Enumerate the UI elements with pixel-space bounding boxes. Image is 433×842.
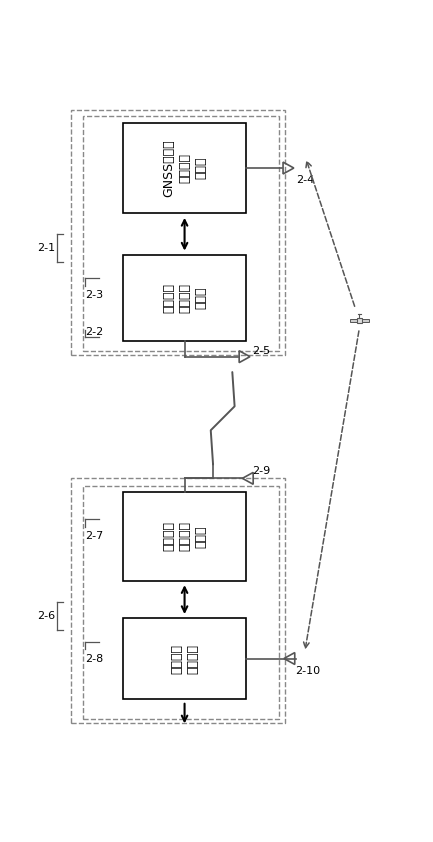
Bar — [71, 478, 284, 723]
Bar — [83, 116, 279, 351]
Text: 2-1: 2-1 — [37, 243, 55, 253]
Text: 2-9: 2-9 — [252, 466, 271, 476]
Text: 2-2: 2-2 — [85, 327, 103, 337]
Text: 2-4: 2-4 — [296, 175, 314, 185]
Bar — [71, 110, 284, 355]
Text: 2-5: 2-5 — [252, 345, 270, 355]
Bar — [123, 123, 246, 214]
Bar — [123, 255, 246, 341]
Bar — [123, 493, 246, 581]
Bar — [83, 486, 279, 718]
Bar — [350, 319, 357, 322]
Text: 差分数据
编码调制
播发器: 差分数据 编码调制 播发器 — [162, 521, 207, 552]
Bar — [362, 319, 369, 322]
Text: 2-10: 2-10 — [295, 666, 320, 676]
Text: 2-6: 2-6 — [37, 611, 55, 621]
Text: GNSS基准站
数据处理
接收机: GNSS基准站 数据处理 接收机 — [162, 139, 207, 197]
Text: 2-8: 2-8 — [85, 653, 103, 663]
Text: 2-3: 2-3 — [85, 290, 103, 300]
Bar — [357, 318, 362, 323]
Text: 组合定位
解算装置: 组合定位 解算装置 — [170, 644, 199, 674]
Text: 2-7: 2-7 — [85, 531, 103, 541]
Text: 差分数据
编码调制
播发器: 差分数据 编码调制 播发器 — [162, 283, 207, 313]
Bar — [123, 619, 246, 700]
